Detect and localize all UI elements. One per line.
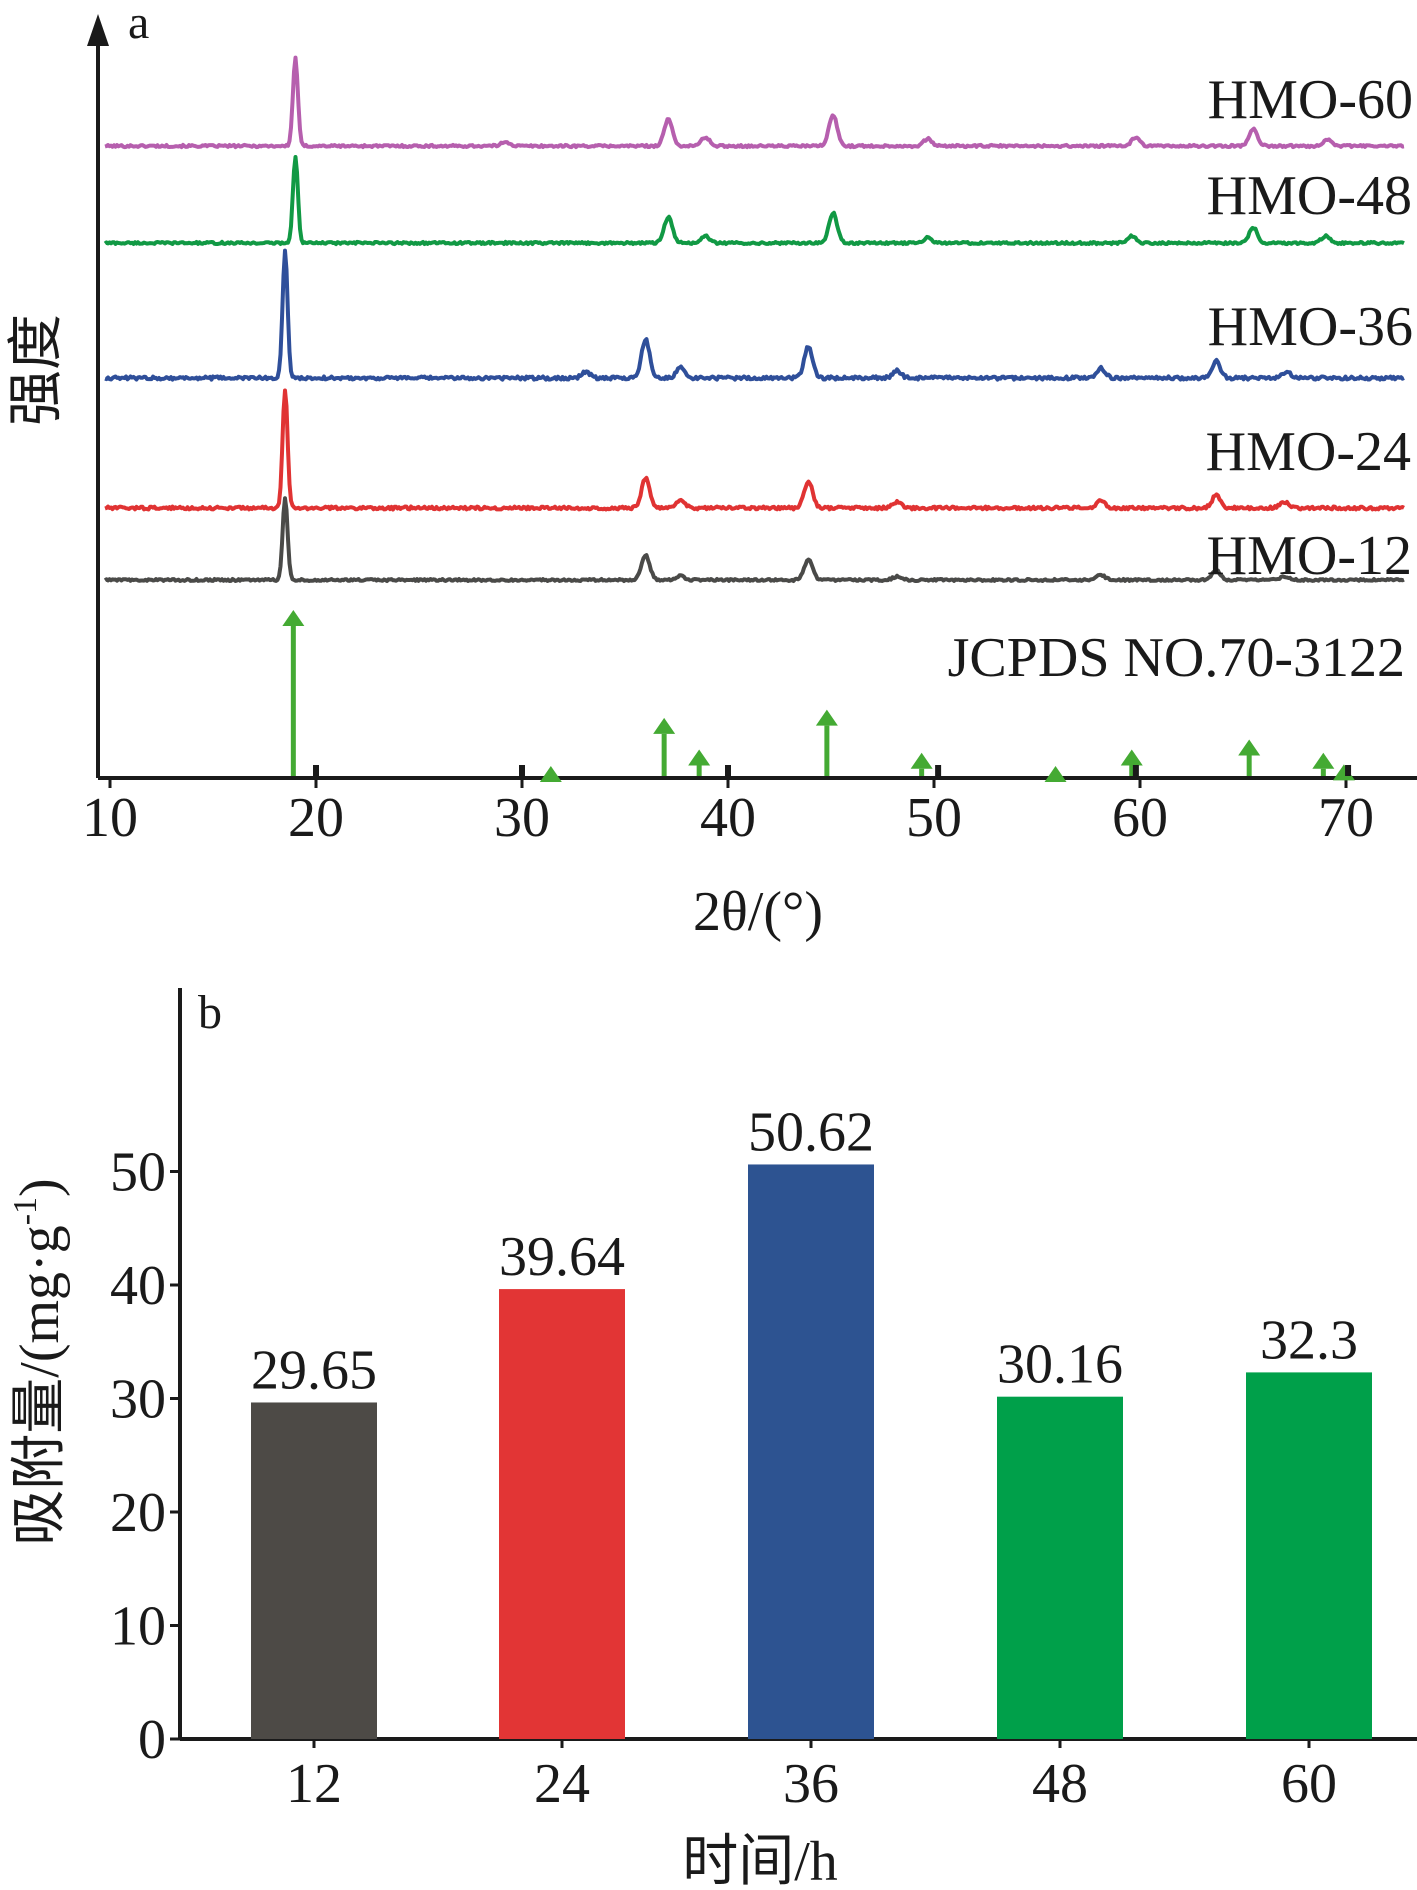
xrd-traces: HMO-60 HMO-48 HMO-36 HMO-24 HMO-12 [103, 55, 1413, 587]
bar-y-ticks: 0 10 20 30 40 50 [110, 1142, 180, 1771]
bar-y-tick-label: 0 [138, 1709, 166, 1771]
reference-marker [1345, 765, 1352, 776]
bar-y-tick-label: 10 [110, 1596, 166, 1658]
xrd-x-ticks: 10 20 30 40 50 60 70 [82, 778, 1374, 849]
bar-category-label: 60 [1281, 1753, 1337, 1815]
xrd-trace-hmo-12 [103, 496, 1405, 583]
reference-marker [725, 765, 731, 776]
bar-36h [748, 1164, 874, 1739]
bar-48h [997, 1396, 1123, 1739]
xrd-x-tick-label: 30 [494, 787, 550, 849]
bar-y-tick-label: 50 [110, 1142, 166, 1204]
adsorption-panel: b 0 10 20 30 40 50 29.65 12 39.64 24 50.62 36 30.16… [7, 986, 1417, 1890]
xrd-y-axis-title: 强度 [6, 314, 68, 426]
bar-x-axis-title: 时间/h [682, 1831, 838, 1890]
bar-category-label: 48 [1032, 1753, 1088, 1815]
bar-y-axis-title: 吸附量/(mg·g-1) [7, 1178, 71, 1545]
xrd-trace-hmo-36 [104, 248, 1405, 382]
bars: 29.65 12 39.64 24 50.62 36 30.16 48 32.3 60 [251, 1101, 1372, 1815]
reference-marker [519, 765, 525, 776]
xrd-reference: JCPDS NO.70-3122 [282, 610, 1405, 783]
bar-category-label: 24 [534, 1753, 590, 1815]
reference-peak-arrow [815, 709, 838, 776]
bar-value-label: 32.3 [1260, 1309, 1358, 1371]
bar-y-axis-title-main: 吸附量/(mg·g [9, 1225, 71, 1545]
reference-peak-arrow [1044, 766, 1067, 783]
xrd-x-tick-label: 20 [288, 787, 344, 849]
bar-y-axis-title-sup: -1 [7, 1197, 44, 1225]
bar-category-label: 36 [783, 1753, 839, 1815]
xrd-trace-label: HMO-36 [1208, 296, 1413, 358]
xrd-panel: a 10 20 30 40 50 60 70 HMO-60 HMO-48 HMO-36 HMO-2… [6, 0, 1417, 943]
bar-value-label: 39.64 [499, 1226, 625, 1288]
reference-peak-arrow [1238, 739, 1261, 776]
bar-y-tick-label: 40 [110, 1255, 166, 1317]
reference-peak-arrow [688, 749, 711, 776]
xrd-trace-hmo-60 [104, 55, 1405, 150]
bar-24h [499, 1289, 625, 1739]
reference-peak-arrow [653, 717, 676, 776]
xrd-y-axis-arrow [87, 14, 109, 46]
bar-y-tick-label: 30 [110, 1369, 166, 1431]
bar-value-label: 29.65 [251, 1339, 377, 1401]
xrd-trace-hmo-48 [103, 155, 1405, 247]
bar-y-tick-label: 20 [110, 1482, 166, 1544]
reference-peak-arrow [1120, 749, 1143, 776]
xrd-trace-label: HMO-48 [1207, 165, 1412, 227]
bar-60h [1246, 1372, 1372, 1739]
xrd-x-tick-label: 60 [1112, 787, 1168, 849]
xrd-x-tick-label: 10 [82, 787, 138, 849]
xrd-trace-hmo-24 [104, 388, 1405, 512]
bar-y-axis-title-end: ) [9, 1178, 71, 1197]
reference-peak-arrow [910, 752, 933, 776]
reference-marker [313, 765, 319, 776]
reference-peak-arrow [282, 610, 305, 776]
panel-a-label: a [128, 0, 149, 49]
xrd-trace-label: HMO-12 [1207, 525, 1412, 587]
reference-peak-arrow [1312, 752, 1335, 776]
xrd-trace-label: HMO-24 [1206, 421, 1411, 483]
xrd-x-axis-title: 2θ/(°) [693, 881, 823, 943]
panel-b-label: b [198, 986, 222, 1039]
reference-marker [1132, 765, 1139, 776]
bar-category-label: 12 [286, 1753, 342, 1815]
xrd-x-tick-label: 40 [700, 787, 756, 849]
xrd-x-tick-label: 50 [906, 787, 962, 849]
bar-value-label: 30.16 [997, 1334, 1123, 1396]
reference-peak-arrow [539, 766, 562, 783]
bar-value-label: 50.62 [748, 1101, 874, 1163]
reference-label: JCPDS NO.70-3122 [948, 627, 1405, 689]
reference-peak-arrow [1332, 764, 1355, 781]
reference-marker [935, 765, 942, 776]
xrd-trace-label: HMO-60 [1208, 69, 1413, 131]
bar-12h [251, 1402, 377, 1739]
xrd-x-tick-label: 70 [1318, 787, 1374, 849]
